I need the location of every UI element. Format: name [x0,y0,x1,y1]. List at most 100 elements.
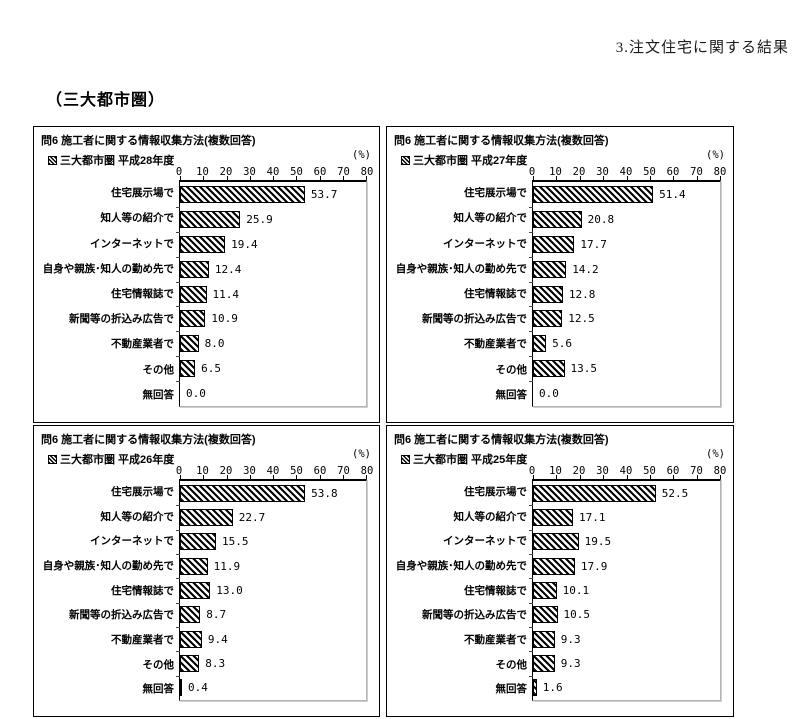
x-axis-tick-label: 40 [619,465,633,477]
chart-body: 住宅展示場で 知人等の紹介で インターネットで 自身や親族･知人の勤め先で 住宅情報誌で… [34,176,367,407]
x-axis-tick-label: 50 [643,166,656,178]
x-axis-tick-label: 10 [549,465,562,477]
x-axis-tick-label: 20 [572,166,586,178]
bar [533,484,656,502]
category-axis-tick-mark [529,206,533,208]
category-label: 自身や親族･知人の勤め先で [42,262,174,275]
bar [180,285,207,303]
axis-tick-mark [579,176,581,180]
bar [180,630,202,648]
bar-value-label: 10.1 [562,583,590,597]
category-label: 知人等の紹介で [453,510,528,523]
chart-body: 住宅展示場で 知人等の紹介で インターネットで 自身や親族･知人の勤め先で 住宅情報誌で… [387,475,721,701]
bar-row: 10.5 [533,603,720,627]
bar-row: 51.4 [533,182,720,207]
x-axis-tick-label: 0 [175,166,183,178]
bar-row: 20.8 [533,207,720,232]
chart-question-title: 問6 施工者に関する情報収集方法(複数回答) [394,135,609,147]
bar [533,606,558,624]
bar [180,581,211,599]
category-label: 住宅情報誌で [111,584,174,597]
x-axis-tick-label: 80 [360,166,374,178]
category-axis-tick-mark [176,381,180,383]
hatched-swatch-icon [48,155,57,165]
bar [180,606,201,624]
category-axis-tick-mark [176,206,180,208]
x-axis-tick-label: 20 [219,166,233,178]
chart-legend: 三大都市圏 平成26年度 [48,451,174,467]
bar-value-label: 8.3 [205,656,226,670]
category-label: 住宅展示場で [464,485,527,498]
x-axis-tick-labels: 0 10 20 30 40 50 60 70 80 [176,465,373,477]
category-axis-tick-mark [529,651,533,653]
bar-value-label: 11.9 [213,559,241,573]
x-axis-tick-label: 30 [243,465,256,477]
axis-tick-mark [579,475,581,479]
axis-tick-mark [342,475,344,479]
bar-row: 17.9 [533,554,720,578]
axis-tick-mark [180,475,181,479]
axis-tick-mark [273,176,274,180]
x-axis-tick-label: 50 [290,166,303,178]
bar [180,335,199,353]
x-axis-tick-label: 60 [666,166,680,178]
category-label: その他 [142,363,175,376]
category-axis-tick-mark [529,553,533,555]
bar-row: 8.3 [180,651,366,675]
chart-legend: 三大都市圏 平成28年度 [48,152,174,168]
x-axis-tick-labels: 0 10 20 30 40 50 60 70 80 [528,166,726,178]
section-heading: （三大都市圏） [46,92,166,109]
x-axis-tick-label: 50 [643,465,656,477]
plot-area: 53.7 25.9 19.4 12.4 11.4 10.9 8.0 6.5 0.0 [176,176,367,407]
category-label: 住宅展示場で [464,187,527,200]
x-axis-tick-label: 40 [266,465,280,477]
category-label: 新聞等の折込み広告で [422,313,527,326]
axis-tick-mark [556,475,558,479]
category-axis-tick-mark [176,602,180,604]
category-axis-tick-mark [176,256,180,258]
bar-row: 9.4 [180,627,366,651]
x-axis-tick-label: 0 [528,166,536,178]
chart-panel: 問6 施工者に関する情報収集方法(複数回答) 三大都市圏 平成26年度 (%) … [33,425,380,717]
bar-value-label: 13.5 [570,362,598,376]
bar [180,235,226,253]
category-label: 住宅展示場で [111,485,174,498]
category-axis-tick-mark [529,381,533,383]
axis-tick-mark [296,176,298,180]
axis-tick-mark [533,475,534,479]
axis-tick-mark [226,475,228,479]
category-axis-tick-mark [529,281,533,283]
category-axis-tick-mark [176,578,180,580]
bar-value-label: 11.4 [212,287,240,301]
axis-tick-mark [366,475,367,479]
category-label: 新聞等の折込み広告で [69,313,174,326]
bar-row: 10.1 [533,578,720,602]
axis-tick-mark [649,176,651,180]
category-label: 自身や親族･知人の勤め先で [395,559,527,572]
bar [533,335,547,353]
category-axis-tick-mark [529,505,533,507]
bar-row: 0.0 [180,381,366,406]
bar [180,508,233,526]
chart-question-title: 問6 施工者に関する情報収集方法(複数回答) [41,135,256,147]
axis-tick-mark [342,176,344,180]
x-axis-tick-label: 80 [713,465,727,477]
bar-row: 22.7 [180,505,366,529]
axis-tick-mark [249,176,251,180]
category-axis-tick-mark [176,675,180,677]
chart-legend-label: 三大都市圏 平成26年度 [60,454,175,466]
category-axis-tick-mark [529,306,533,308]
bar-row: 17.1 [533,505,720,529]
chart-legend-label: 三大都市圏 平成28年度 [60,155,175,167]
bar [533,533,579,551]
axis-unit-label: (%) [706,448,725,460]
chart-legend: 三大都市圏 平成27年度 [401,152,527,168]
x-axis-tick-label: 20 [219,465,233,477]
bar-value-label: 12.8 [568,287,596,301]
bar [533,310,563,328]
bar [180,557,208,575]
bar [180,260,209,278]
category-label: インターネットで [90,535,174,548]
plot-area: 53.8 22.7 15.5 11.9 13.0 8.7 9.4 8.3 0.4 [176,475,367,701]
bar-row: 17.7 [533,232,720,257]
